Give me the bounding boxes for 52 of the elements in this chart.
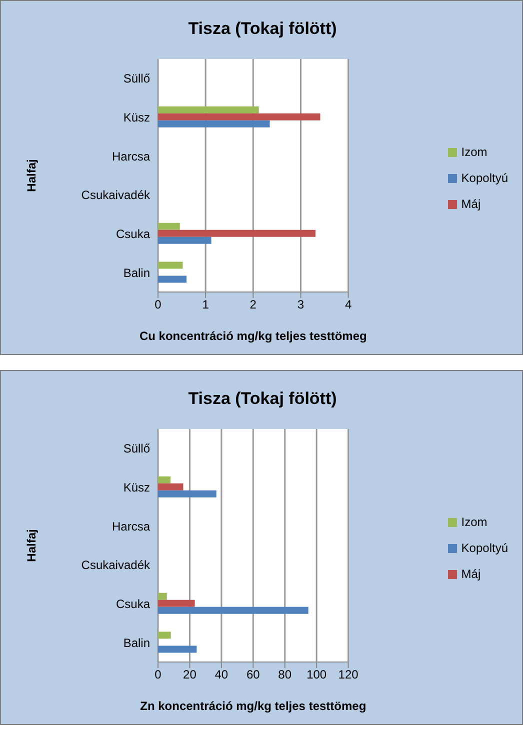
bar <box>158 600 195 607</box>
x-tick-label: 0 <box>154 668 162 682</box>
bar <box>158 236 212 244</box>
bar <box>158 476 171 484</box>
x-tick-label: 3 <box>297 298 304 312</box>
y-tick-label: Balin <box>123 636 150 650</box>
x-tick-label: 100 <box>306 668 327 682</box>
x-tick-label: 80 <box>278 668 292 682</box>
bar <box>158 606 308 614</box>
y-tick-label: Harcsa <box>112 149 150 164</box>
x-tick-label: 120 <box>338 668 359 682</box>
bar <box>158 222 180 230</box>
x-axis-title: Cu koncentráció mg/kg teljes testtömeg <box>139 329 367 343</box>
bar <box>158 120 270 128</box>
bar <box>158 632 171 639</box>
y-tick-label: Csukaivadék <box>81 188 151 202</box>
x-tick-label: 60 <box>246 668 260 682</box>
bar <box>158 276 187 283</box>
y-tick-label: Harcsa <box>112 519 150 534</box>
legend-label: Izom <box>461 514 488 528</box>
y-tick-label: Csukaivadék <box>81 558 151 572</box>
y-tick-label: Balin <box>123 266 150 280</box>
bar <box>158 646 197 653</box>
y-tick-label: Süllő <box>123 442 150 456</box>
legend-label: Máj <box>461 196 481 210</box>
legend-label: Kopoltyú <box>461 170 508 184</box>
bar <box>158 230 316 237</box>
x-axis-title: Zn koncentráció mg/kg teljes testtömeg <box>140 699 366 713</box>
bar <box>158 490 216 498</box>
bar <box>158 592 167 600</box>
y-tick-label: Süllő <box>123 72 150 86</box>
bar <box>158 113 320 120</box>
x-tick-label: 0 <box>154 298 162 312</box>
y-axis-title: Halfaj <box>24 159 38 192</box>
y-tick-label: Küsz <box>123 480 150 495</box>
y-axis-title: Halfaj <box>24 529 38 562</box>
legend-label: Kopoltyú <box>461 540 508 554</box>
x-tick-label: 40 <box>214 668 228 682</box>
x-tick-label: 1 <box>202 298 210 312</box>
x-tick-label: 4 <box>344 298 352 312</box>
bar <box>158 262 183 269</box>
legend-label: Izom <box>461 144 488 158</box>
y-tick-label: Csuka <box>116 597 150 612</box>
x-tick-label: 20 <box>183 668 197 682</box>
bar <box>158 106 259 114</box>
y-tick-label: Csuka <box>116 227 150 242</box>
x-tick-label: 2 <box>250 298 257 312</box>
bar <box>158 483 184 490</box>
chart-title: Tisza (Tokaj fölött) <box>187 19 338 39</box>
legend-label: Máj <box>461 566 481 580</box>
chart-title: Tisza (Tokaj fölött) <box>187 389 338 409</box>
y-tick-label: Küsz <box>123 110 150 125</box>
